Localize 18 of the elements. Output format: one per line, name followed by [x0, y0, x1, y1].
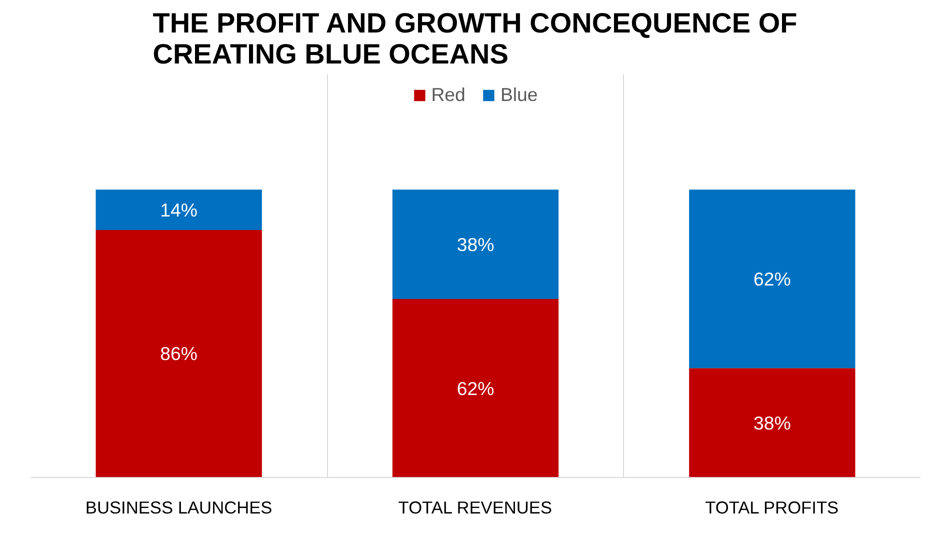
bar	[96, 190, 262, 230]
data-label: 38%	[753, 412, 791, 434]
data-label: 62%	[753, 268, 791, 290]
bar	[689, 368, 856, 478]
bar	[96, 230, 262, 478]
chart-title: THE PROFIT AND GROWTH CONCEQUENCE OF CREATING BLUE OCEANS	[152, 8, 798, 70]
data-label: 62%	[456, 378, 494, 399]
bar	[392, 299, 559, 478]
x-tick-label: TOTAL PROFITS	[705, 498, 839, 518]
legend-label: Red	[431, 84, 466, 106]
legend-label: Blue	[500, 84, 538, 106]
data-label: 86%	[160, 343, 198, 364]
bar	[689, 190, 856, 368]
x-tick-label: TOTAL REVENUES	[398, 498, 552, 518]
bar	[392, 190, 559, 300]
x-tick-label: BUSINESS LAUNCHES	[85, 498, 272, 518]
data-label: 38%	[456, 234, 494, 255]
data-label: 14%	[160, 199, 198, 220]
